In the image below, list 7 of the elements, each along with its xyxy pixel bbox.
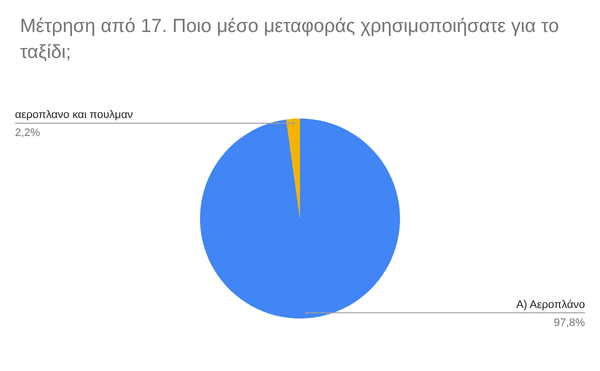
data-label: 2,2% — [15, 127, 40, 140]
slice-label: αεροπλανο και πουλμαν — [15, 109, 134, 122]
chart-title: Μέτρηση από 17. Ποιο μέσο μεταφοράς χρησιμοποιήσατε για το ταξίδι; — [19, 15, 560, 65]
pie-slice — [200, 118, 400, 318]
pie-slice — [286, 118, 300, 218]
slice-label: Α) Αεροπλάνο — [516, 298, 585, 311]
data-label: 97,8% — [554, 316, 586, 329]
